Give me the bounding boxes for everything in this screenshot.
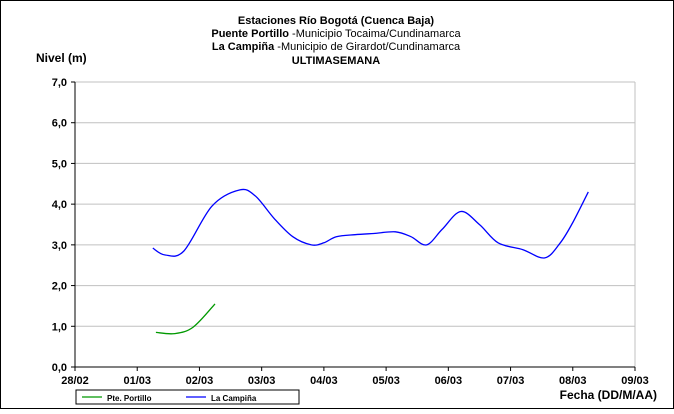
- title-line-1: Estaciones Río Bogotá (Cuenca Baja): [238, 15, 435, 27]
- title-line-3: La Campiña -Municipio de Girardot/Cundin…: [212, 41, 461, 53]
- axes: 0,0 1,0 2,0 3,0 4,0 5,0 6,0 7,0 28/02 01/03 02/03 0…: [52, 77, 649, 387]
- title-line-3-segment: La Campiña: [212, 41, 275, 53]
- series-line-la-campi-a: [152, 188, 589, 259]
- title-line-2-segment: -Municipio Tocaima/Cundinamarca: [289, 28, 461, 40]
- y-tick-label: 5,0: [52, 158, 67, 170]
- series-line-pte-portillo: [155, 303, 216, 335]
- x-tick-label: 08/03: [559, 375, 587, 387]
- x-tick-label: 04/03: [310, 375, 338, 387]
- y-tick-label: 4,0: [52, 199, 67, 211]
- title-line-4-segment: ULTIMASEMANA: [292, 55, 380, 67]
- y-tick-label: 1,0: [52, 321, 67, 333]
- x-tick-label: 03/03: [248, 375, 276, 387]
- y-tick-label: 0,0: [52, 362, 67, 374]
- legend: Pte. Portillo La Campiña: [75, 389, 300, 405]
- legend-label: La Campiña: [211, 394, 257, 403]
- title-line-1-segment: Estaciones Río Bogotá (Cuenca Baja): [238, 15, 435, 27]
- x-tick-label: 06/03: [435, 375, 463, 387]
- x-tick-label: 09/03: [621, 375, 649, 387]
- x-tick-label: 05/03: [372, 375, 400, 387]
- grid-lines: [75, 81, 636, 367]
- series-lines: [152, 188, 589, 335]
- y-axis-label: Nivel (m): [36, 51, 87, 65]
- chart-title: Estaciones Río Bogotá (Cuenca Baja)Puent…: [211, 15, 461, 67]
- x-axis-label: Fecha (DD/M/AA): [560, 388, 657, 402]
- x-tick-label: 02/03: [186, 375, 214, 387]
- title-line-2-segment: Puente Portillo: [211, 28, 289, 40]
- title-line-2: Puente Portillo -Municipio Tocaima/Cundi…: [211, 28, 461, 40]
- y-tick-label: 6,0: [52, 118, 67, 130]
- x-tick-label: 28/02: [61, 375, 89, 387]
- y-tick-label: 2,0: [52, 281, 67, 293]
- title-line-3-segment: -Municipio de Girardot/Cundinamarca: [274, 41, 461, 53]
- legend-label: Pte. Portillo: [107, 394, 152, 403]
- x-tick-label: 07/03: [497, 375, 525, 387]
- x-tick-label: 01/03: [123, 375, 151, 387]
- y-tick-label: 3,0: [52, 240, 67, 252]
- title-line-4: ULTIMASEMANA: [292, 55, 380, 67]
- y-tick-label: 7,0: [52, 77, 67, 89]
